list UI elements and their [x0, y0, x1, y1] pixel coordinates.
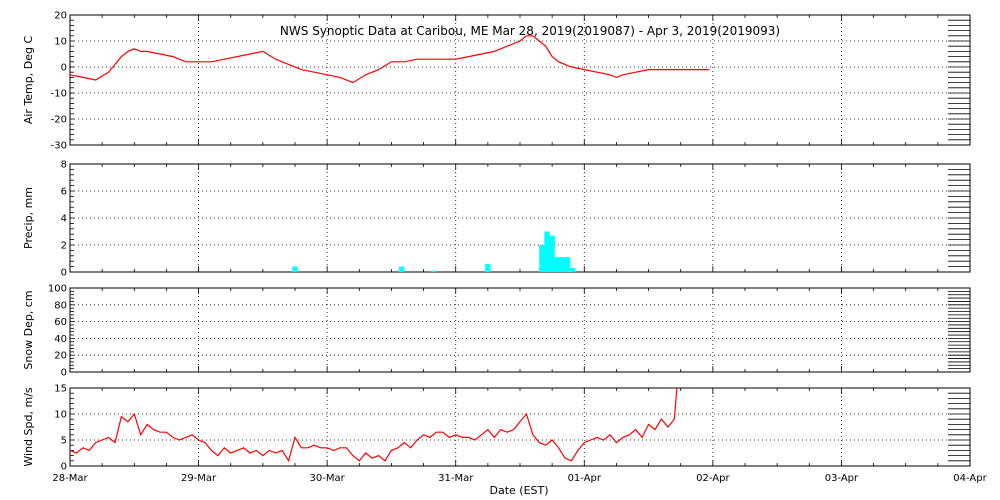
x-tick-label: 04-Apr: [953, 473, 987, 484]
precip-ytick-label: 4: [61, 214, 67, 225]
x-tick-label: 02-Apr: [696, 473, 730, 484]
snow-ytick-label: 100: [48, 284, 67, 295]
temp-ytick-label: 20: [54, 11, 67, 22]
wind-ytick-label: 5: [61, 436, 67, 447]
snow-ytick-label: 20: [54, 351, 67, 362]
temp-ytick-label: 10: [54, 37, 67, 48]
temp-ytick-label: -10: [51, 89, 67, 100]
wind-frame: [69, 387, 971, 467]
snow-ytick-label: 40: [54, 334, 67, 345]
precip-bar: [485, 263, 491, 272]
precip-bar: [431, 270, 437, 272]
wind-ytick-label: 15: [54, 384, 67, 395]
precip-bar: [549, 235, 555, 272]
precip-bar: [559, 257, 566, 272]
snow-ytick-label: 60: [54, 317, 67, 328]
precip-bar: [399, 266, 405, 272]
precip-panel: 8 6 4 2 0 Precip, mm: [22, 160, 971, 279]
precip-ytick-label: 0: [61, 268, 67, 279]
temp-y-axis-label: Air Temp, Deg C: [22, 36, 35, 125]
snow-ytick-label: 0: [61, 368, 67, 379]
snow-y-axis-label: Snow Dep, cm: [22, 290, 35, 369]
chart-title: NWS Synoptic Data at Caribou, ME Mar 28,…: [280, 24, 780, 38]
snow-panel: 100 80 60 40 20 0 Snow Dep, cm: [22, 284, 971, 379]
precip-ytick-label: 2: [61, 241, 67, 252]
precip-bar: [544, 231, 550, 272]
precip-ytick-label: 6: [61, 187, 67, 198]
precip-bar: [564, 257, 571, 272]
x-tick-label: 01-Apr: [568, 473, 602, 484]
wind-ytick-label: 0: [61, 462, 67, 473]
x-tick-label: 31-Mar: [438, 473, 474, 484]
x-tick-label: 28-Mar: [52, 473, 88, 484]
precip-bar: [570, 267, 576, 272]
temp-ytick-label: -30: [51, 141, 67, 152]
temp-series-line: [69, 35, 709, 84]
precip-bar: [539, 245, 545, 272]
temp-ytick-label: 0: [61, 63, 67, 74]
wind-series-line: [69, 387, 678, 463]
precip-bar: [554, 257, 560, 272]
x-tick-label: 03-Apr: [825, 473, 859, 484]
x-tick-label: 30-Mar: [310, 473, 346, 484]
wind-panel: 15 10 5 0 Wind Spd, m/s: [22, 384, 971, 473]
precip-y-axis-label: Precip, mm: [22, 187, 35, 249]
snow-ytick-label: 80: [54, 300, 67, 311]
temp-ytick-label: -20: [51, 115, 67, 126]
precip-ytick-label: 8: [61, 160, 67, 171]
wind-ytick-label: 10: [54, 410, 67, 421]
snow-frame: [69, 287, 971, 373]
x-axis-label: Date (EST): [489, 484, 548, 497]
x-tick-label: 29-Mar: [181, 473, 217, 484]
temp-panel: 20 10 0 -10 -20 -30 Air Temp, Deg C: [22, 11, 971, 152]
wind-y-axis-label: Wind Spd, m/s: [22, 387, 35, 467]
precip-bar: [292, 266, 298, 272]
